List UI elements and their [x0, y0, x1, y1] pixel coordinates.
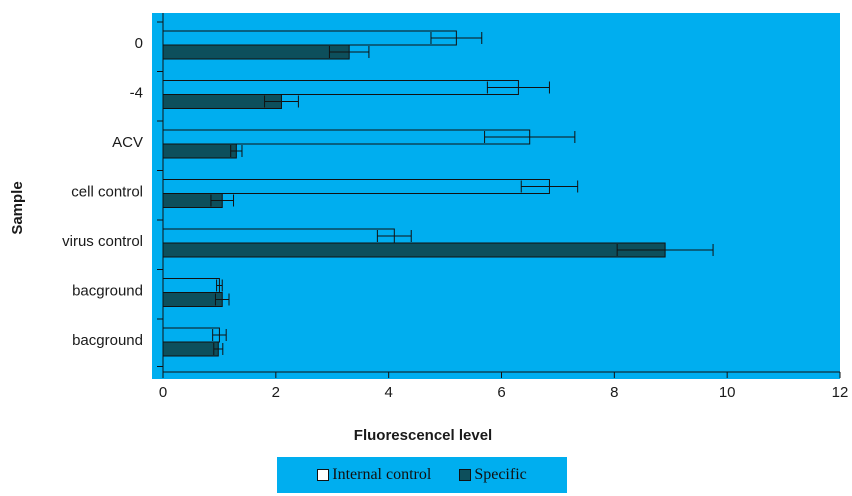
- bar-specific: [162, 143, 237, 159]
- x-tick-labels: 0 2 4 6 8 10 12: [159, 384, 849, 401]
- x-axis-title: Fluorescencel level: [354, 427, 492, 444]
- y-tick-label: bacground: [72, 283, 143, 300]
- bar-internal-control: [162, 179, 550, 194]
- legend: Internal control Specific: [277, 457, 567, 493]
- bar-internal-control: [162, 327, 220, 343]
- legend-label: Internal control: [332, 466, 432, 483]
- y-tick-labels: 0 -4 ACV cell control virus control bacground…: [62, 35, 143, 349]
- y-axis-title: Sample: [9, 181, 26, 234]
- x-tick-marks: [162, 372, 841, 378]
- legend-item-specific: Specific: [459, 466, 527, 484]
- x-tick-label: 2: [272, 384, 280, 401]
- bar-specific: [162, 242, 666, 258]
- x-tick-label: 4: [384, 384, 392, 401]
- bar-internal-control: [162, 129, 531, 145]
- legend-swatch: [317, 469, 330, 481]
- bar-specific: [162, 44, 350, 60]
- bar-specific: [162, 341, 219, 357]
- x-tick-label: 8: [610, 384, 618, 401]
- y-tick-label: bacground: [72, 332, 143, 349]
- bar-internal-control: [162, 80, 519, 95]
- x-tick-label: 12: [832, 384, 849, 401]
- legend-label: Specific: [474, 466, 527, 483]
- x-tick-label: 0: [159, 384, 167, 401]
- bar-internal-control: [162, 30, 457, 46]
- y-tick-label: ACV: [112, 134, 143, 151]
- y-tick-label: virus control: [62, 233, 143, 250]
- legend-swatch: [459, 469, 472, 481]
- bar-specific: [162, 94, 282, 109]
- y-tick-marks: [157, 21, 163, 367]
- x-tick-label: 6: [497, 384, 505, 401]
- y-tick-label: -4: [130, 85, 143, 102]
- error-bars-layer: [210, 32, 714, 355]
- legend-item-internal-control: Internal control: [317, 466, 431, 484]
- plot-background: [152, 13, 840, 379]
- bar-internal-control: [162, 228, 395, 244]
- bar-specific: [162, 292, 223, 307]
- y-tick-label: cell control: [71, 184, 143, 201]
- x-tick-label: 10: [719, 384, 736, 401]
- bar-internal-control: [162, 278, 220, 293]
- y-tick-label: 0: [135, 35, 143, 52]
